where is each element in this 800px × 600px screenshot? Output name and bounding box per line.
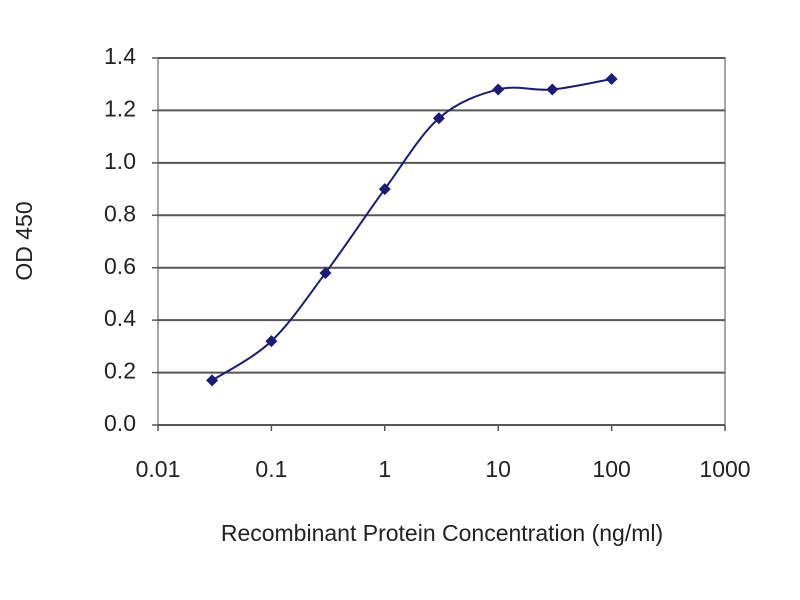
series-line: [211, 77, 612, 382]
data-point: [605, 72, 618, 85]
y-tick-label: 0.0: [104, 410, 136, 436]
y-tick-label: 1.0: [104, 148, 136, 174]
x-tick-label: 10: [485, 456, 511, 482]
data-point: [378, 183, 391, 196]
x-tick-label: 0.01: [136, 456, 181, 482]
data-point: [265, 335, 278, 348]
x-tick-label: 1: [378, 456, 391, 482]
y-tick-label: 0.4: [104, 305, 136, 331]
data-point: [492, 83, 505, 96]
data-point: [546, 83, 559, 96]
y-axis-title: OD 450: [11, 201, 37, 280]
y-tick-label: 0.6: [104, 253, 136, 279]
x-tick-label: 1000: [699, 456, 750, 482]
x-tick-label: 100: [592, 456, 630, 482]
data-point: [319, 266, 332, 279]
y-tick-label: 1.2: [104, 96, 136, 122]
plot-area: [157, 57, 726, 426]
x-tick-label: 0.1: [255, 456, 287, 482]
data-point: [432, 112, 445, 125]
x-axis-title: Recombinant Protein Concentration (ng/ml…: [221, 520, 663, 546]
y-tick-label: 1.4: [104, 43, 136, 69]
y-tick-label: 0.2: [104, 358, 136, 384]
y-tick-label: 0.8: [104, 200, 136, 226]
data-point: [206, 374, 219, 387]
